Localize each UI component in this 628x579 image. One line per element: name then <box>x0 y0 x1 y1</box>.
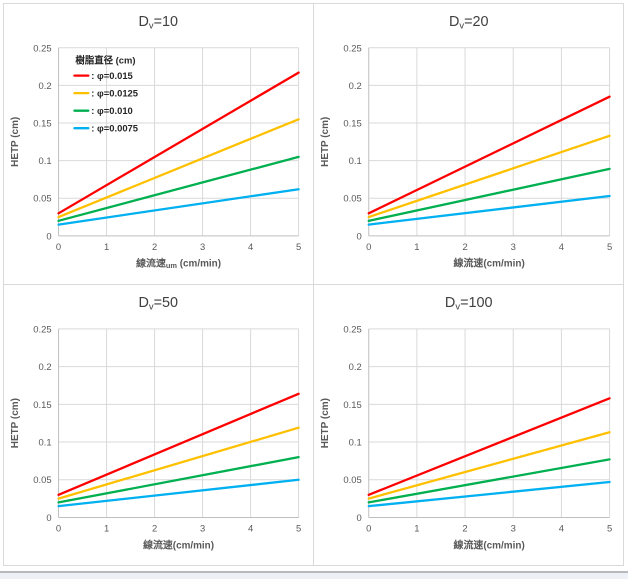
svg-text:0.05: 0.05 <box>33 193 51 204</box>
svg-text:線流速(cm/min): 線流速(cm/min) <box>453 257 524 270</box>
svg-text:0.25: 0.25 <box>33 324 51 335</box>
chart-dv50: 0 0.05 0.1 0.15 0.2 0.25 0 1 2 3 4 5 HETP (cm) 線流速(cm… <box>4 284 313 565</box>
svg-text:0.05: 0.05 <box>343 475 361 486</box>
svg-text:0.1: 0.1 <box>39 437 52 448</box>
svg-text:2: 2 <box>462 242 467 253</box>
svg-text:1: 1 <box>414 242 419 253</box>
svg-text:4: 4 <box>558 242 563 253</box>
svg-text:Dv=20: Dv=20 <box>448 14 488 31</box>
chart-panel-dv100: 0 0.05 0.1 0.15 0.2 0.25 0 1 2 3 4 5 HETP (cm) 線流速(cm… <box>313 284 623 565</box>
svg-text:0.15: 0.15 <box>33 117 51 128</box>
svg-text:0: 0 <box>366 523 371 534</box>
chart-dv100: 0 0.05 0.1 0.15 0.2 0.25 0 1 2 3 4 5 HETP (cm) 線流速(cm… <box>313 284 623 565</box>
svg-text:0: 0 <box>56 523 61 534</box>
svg-text:0.2: 0.2 <box>39 80 52 91</box>
svg-text:0.2: 0.2 <box>39 362 52 373</box>
svg-text:3: 3 <box>200 523 205 534</box>
svg-text:5: 5 <box>296 241 301 252</box>
svg-text:0.1: 0.1 <box>348 156 361 167</box>
svg-text:1: 1 <box>104 241 109 252</box>
svg-text:: φ=0.0075: : φ=0.0075 <box>91 123 138 134</box>
window-bottom-fill <box>0 573 628 579</box>
svg-text:0.2: 0.2 <box>348 362 361 373</box>
svg-text:: φ=0.0125: : φ=0.0125 <box>91 88 138 99</box>
svg-text:: φ=0.015: : φ=0.015 <box>91 70 133 81</box>
svg-text:HETP (cm): HETP (cm) <box>10 398 21 448</box>
svg-text:0: 0 <box>46 513 51 524</box>
svg-text:4: 4 <box>558 523 563 534</box>
svg-text:0.25: 0.25 <box>343 324 361 335</box>
svg-text:0: 0 <box>356 231 361 242</box>
svg-text:3: 3 <box>510 242 515 253</box>
svg-text:HETP (cm): HETP (cm) <box>319 398 330 448</box>
svg-text:0.2: 0.2 <box>348 81 361 92</box>
svg-text:0.25: 0.25 <box>343 43 361 54</box>
svg-text:0.15: 0.15 <box>343 399 361 410</box>
svg-text:Dv=100: Dv=100 <box>444 295 492 313</box>
svg-text:0: 0 <box>366 242 371 253</box>
svg-text:3: 3 <box>200 241 205 252</box>
svg-text:: φ=0.010: : φ=0.010 <box>91 105 133 116</box>
svg-text:0: 0 <box>56 241 61 252</box>
svg-text:1: 1 <box>414 523 419 534</box>
svg-text:HETP (cm): HETP (cm) <box>319 117 330 167</box>
svg-text:5: 5 <box>606 523 611 534</box>
svg-text:4: 4 <box>248 523 253 534</box>
chart-panel-dv10: 0 0.05 0.1 0.15 0.2 0.25 0 1 2 3 4 5 HETP (cm) 線流速um … <box>4 4 314 285</box>
worksheet-chart-grid: 0 0.05 0.1 0.15 0.2 0.25 0 1 2 3 4 5 HETP (cm) 線流速um … <box>3 3 624 566</box>
svg-text:線流速um (cm/min): 線流速um (cm/min) <box>136 257 221 271</box>
svg-text:0.15: 0.15 <box>343 119 361 130</box>
chart-dv10: 0 0.05 0.1 0.15 0.2 0.25 0 1 2 3 4 5 HETP (cm) 線流速um … <box>4 4 313 284</box>
svg-text:5: 5 <box>296 523 301 534</box>
chart-dv20: 0 0.05 0.1 0.15 0.2 0.25 0 1 2 3 4 5 HETP (cm) 線流速(cm… <box>313 4 623 284</box>
svg-text:樹脂直径 (cm): 樹脂直径 (cm) <box>75 55 135 66</box>
svg-text:HETP (cm): HETP (cm) <box>10 117 21 167</box>
svg-text:0: 0 <box>356 513 361 524</box>
svg-text:5: 5 <box>606 242 611 253</box>
svg-text:線流速(cm/min): 線流速(cm/min) <box>143 538 214 551</box>
svg-text:0: 0 <box>46 230 51 241</box>
svg-text:Dv=10: Dv=10 <box>139 14 178 31</box>
chart-panel-dv50: 0 0.05 0.1 0.15 0.2 0.25 0 1 2 3 4 5 HETP (cm) 線流速(cm… <box>4 284 314 565</box>
svg-text:線流速(cm/min): 線流速(cm/min) <box>453 538 524 551</box>
svg-text:0.25: 0.25 <box>33 42 51 53</box>
svg-text:0.1: 0.1 <box>39 155 52 166</box>
svg-text:1: 1 <box>104 523 109 534</box>
svg-text:0.1: 0.1 <box>348 437 361 448</box>
chart-panel-dv20: 0 0.05 0.1 0.15 0.2 0.25 0 1 2 3 4 5 HETP (cm) 線流速(cm… <box>313 4 623 285</box>
svg-text:2: 2 <box>152 523 157 534</box>
svg-text:0.05: 0.05 <box>33 475 51 486</box>
svg-text:0.15: 0.15 <box>33 399 51 410</box>
svg-text:0.05: 0.05 <box>343 194 361 205</box>
svg-text:2: 2 <box>462 523 467 534</box>
svg-text:3: 3 <box>510 523 515 534</box>
svg-text:Dv=50: Dv=50 <box>139 295 178 313</box>
svg-text:4: 4 <box>248 241 253 252</box>
window-bottom-edge <box>0 571 628 573</box>
svg-text:2: 2 <box>152 241 157 252</box>
